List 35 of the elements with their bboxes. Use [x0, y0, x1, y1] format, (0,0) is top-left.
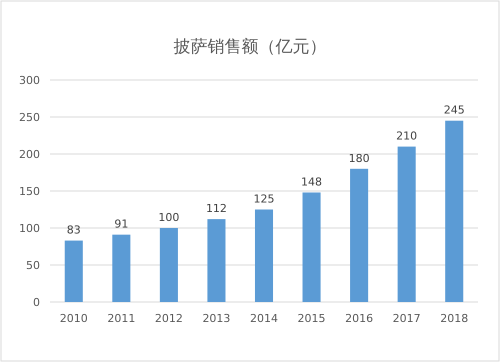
- data-label: 83: [66, 224, 81, 237]
- y-tick-label: 300: [19, 74, 40, 87]
- chart-title: 披萨销售额（亿元）: [174, 37, 326, 57]
- data-label: 210: [396, 130, 418, 143]
- y-tick-label: 0: [33, 296, 40, 309]
- bar: [302, 192, 321, 302]
- bar: [64, 240, 83, 302]
- data-label: 148: [301, 175, 322, 188]
- y-tick-label: 100: [19, 222, 40, 235]
- bar: [398, 146, 416, 302]
- bar: [445, 120, 464, 302]
- x-tick-label: 2011: [107, 312, 136, 325]
- x-tick-label: 2013: [202, 312, 230, 325]
- bar: [207, 219, 226, 302]
- y-tick-label: 200: [19, 148, 40, 161]
- y-tick-label: 250: [19, 110, 40, 124]
- bar: [160, 228, 178, 302]
- x-tick-label: 2015: [298, 312, 326, 325]
- data-label: 91: [114, 218, 128, 231]
- x-tick-label: 2010: [60, 312, 88, 325]
- x-tick-label: 2012: [154, 312, 183, 325]
- bar: [350, 168, 368, 302]
- bar: [254, 210, 274, 302]
- x-tick-label: 2017: [392, 312, 421, 325]
- x-tick-label: 2018: [440, 312, 468, 325]
- data-label: 245: [444, 104, 465, 117]
- data-label: 125: [254, 192, 274, 206]
- x-tick-label: 2014: [250, 312, 278, 325]
- data-label: 180: [348, 152, 370, 165]
- data-label: 100: [158, 211, 180, 224]
- data-label: 112: [206, 202, 227, 216]
- y-tick-label: 50: [26, 258, 40, 272]
- bar: [112, 234, 130, 302]
- x-tick-label: 2016: [345, 312, 374, 325]
- y-tick-label: 150: [19, 184, 40, 198]
